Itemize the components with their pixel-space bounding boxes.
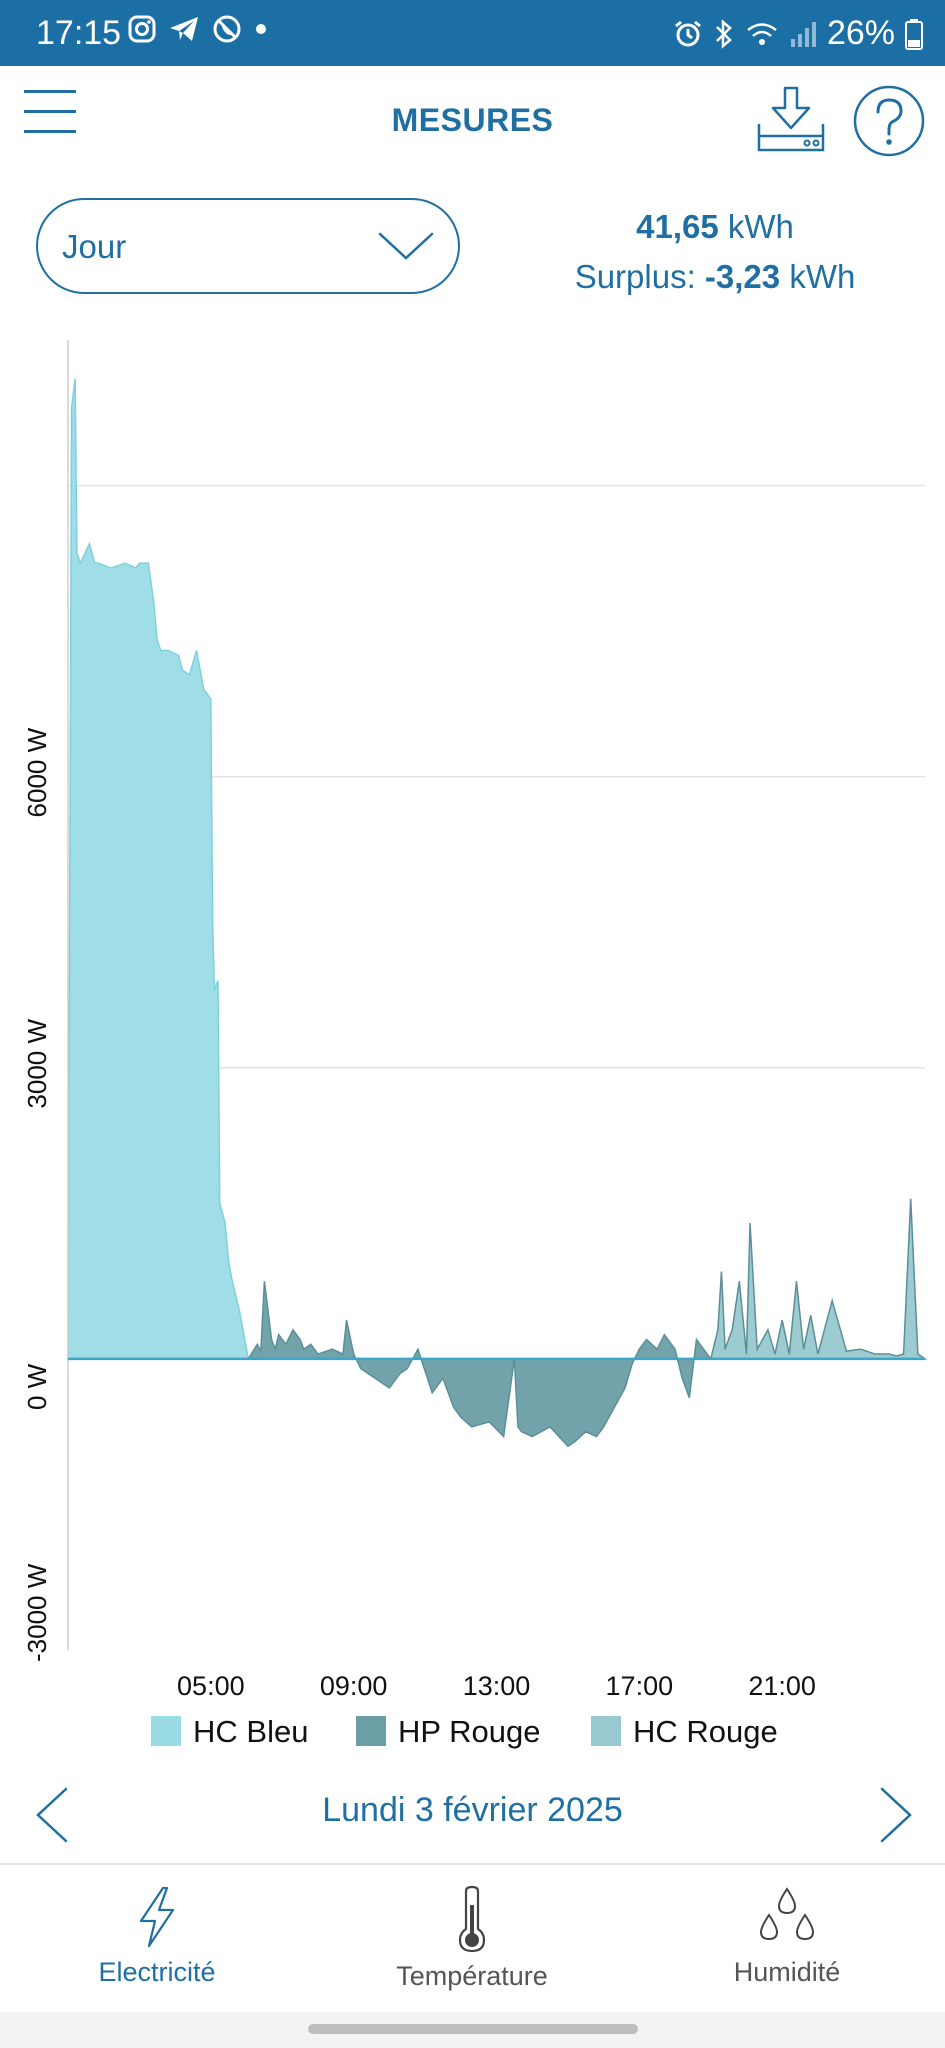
legend-swatch	[151, 1716, 181, 1746]
y-tick-label: 6000 W	[22, 727, 52, 817]
hc-bleu-area	[67, 378, 250, 1360]
x-tick-label: 13:00	[463, 1671, 531, 1700]
legend-label: HC Bleu	[193, 1714, 308, 1749]
nav-electricite[interactable]: Electricité	[17, 1885, 297, 1988]
blocked-call-icon	[213, 15, 241, 43]
help-icon[interactable]	[852, 84, 926, 158]
legend-label: HC Rouge	[633, 1714, 778, 1749]
instagram-icon	[128, 15, 156, 43]
nav-humidite[interactable]: Humidité	[647, 1885, 927, 1988]
legend-label: HP Rouge	[398, 1714, 540, 1749]
menu-button[interactable]	[24, 90, 76, 136]
nav-temperature[interactable]: Température	[332, 1885, 612, 1992]
bluetooth-icon	[716, 18, 732, 49]
alarm-icon	[675, 20, 701, 46]
current-date: Lundi 3 février 2025	[322, 1791, 623, 1829]
status-system-icons: 26%	[673, 14, 923, 53]
energy-total: 41,65 kWh	[500, 202, 930, 252]
app-bar: MESURES	[0, 66, 945, 186]
chart-legend-row: HC Bleu HP Rouge HC Rouge	[151, 1714, 778, 1749]
battery-percent: 26%	[826, 14, 895, 52]
lightning-icon	[139, 1886, 175, 1948]
nav-label: Electricité	[98, 1957, 216, 1987]
battery-icon	[905, 18, 923, 50]
menu-icon	[24, 90, 76, 93]
telegram-icon	[170, 17, 198, 41]
status-bar: 17:15	[0, 0, 945, 66]
dot-icon	[256, 24, 266, 34]
period-select[interactable]: Jour	[36, 198, 460, 294]
x-tick-label: 05:00	[177, 1671, 245, 1700]
bottom-navigation: Electricité Température Humidité	[0, 1865, 945, 2015]
surplus-unit: kWh	[789, 258, 856, 295]
wifi-icon	[747, 22, 777, 45]
energy-total-unit: kWh	[727, 208, 794, 245]
period-select-value: Jour	[62, 228, 127, 265]
surplus-label: Surplus:	[574, 258, 696, 295]
page-title: MESURES	[391, 102, 554, 138]
date-navigation: Lundi 3 février 2025	[0, 1775, 945, 1855]
x-tick-label: 09:00	[320, 1671, 388, 1700]
surplus-value: -3,23	[704, 258, 781, 295]
status-time: 17:15	[36, 14, 122, 52]
droplets-icon	[759, 1887, 815, 1941]
y-tick-label: -3000 W	[22, 1563, 52, 1662]
thermometer-icon	[458, 1885, 486, 1953]
signal-icon	[790, 21, 816, 47]
nav-label: Température	[396, 1961, 548, 1991]
energy-total-value: 41,65	[636, 208, 719, 245]
chevron-left-icon[interactable]	[32, 1785, 72, 1845]
gesture-bar[interactable]	[308, 2024, 638, 2034]
hp-rouge-area	[246, 1281, 713, 1448]
status-notification-icons	[128, 14, 268, 44]
hc-rouge-area	[709, 1198, 928, 1360]
chart-areas	[67, 378, 928, 1448]
power-chart: -3000 W 0 W 3000 W 6000 W 05:00 09:00 13:00 17:…	[22, 340, 928, 1700]
legend-swatch	[356, 1716, 386, 1746]
chart-axes	[67, 340, 925, 1650]
energy-surplus: Surplus: -3,23 kWh	[500, 252, 930, 302]
x-tick-label: 17:00	[606, 1671, 674, 1700]
divider	[0, 1863, 945, 1865]
legend-swatch	[591, 1716, 621, 1746]
chevron-down-icon	[378, 232, 434, 260]
y-tick-label: 3000 W	[22, 1019, 52, 1109]
x-tick-label: 21:00	[748, 1671, 816, 1700]
download-icon[interactable]	[755, 84, 827, 156]
chevron-right-icon[interactable]	[876, 1785, 916, 1845]
nav-label: Humidité	[733, 1957, 841, 1987]
energy-summary: 41,65 kWh Surplus: -3,23 kWh	[500, 202, 930, 302]
y-tick-label: 0 W	[22, 1363, 52, 1410]
chart-tick-labels: -3000 W 0 W 3000 W 6000 W 05:00 09:00 13:00 17:…	[22, 727, 816, 1700]
